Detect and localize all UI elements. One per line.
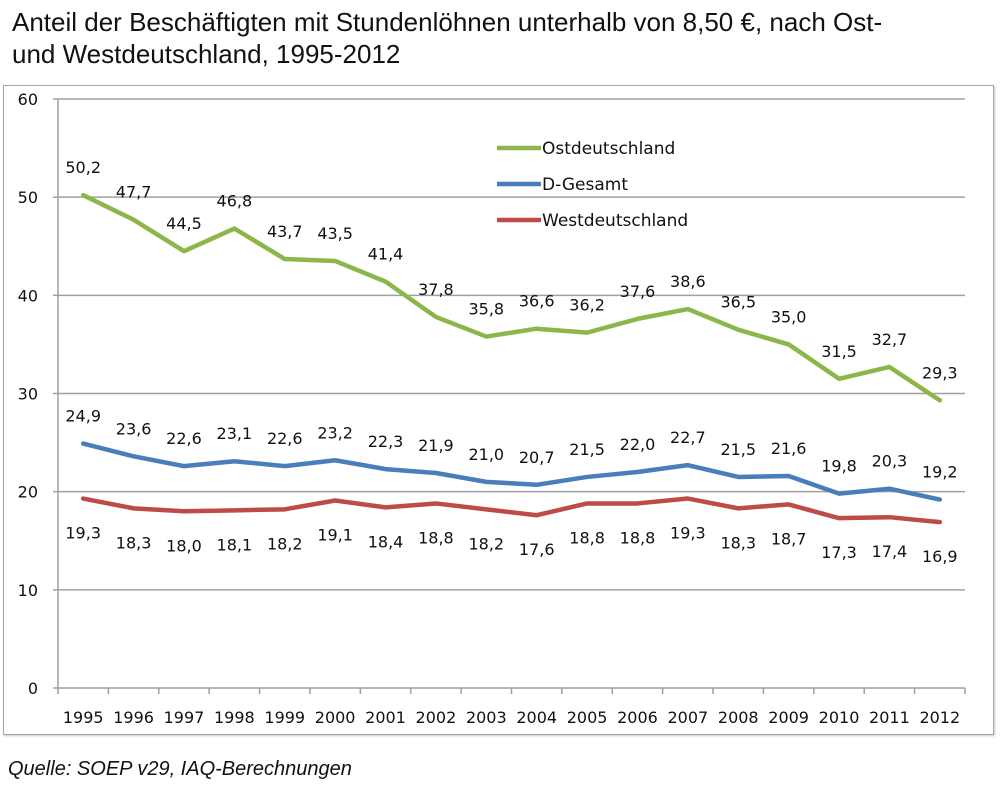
data-label: 29,3	[922, 363, 958, 382]
data-label: 37,6	[620, 282, 656, 301]
data-label: 37,8	[418, 280, 454, 299]
data-label: 21,5	[569, 440, 605, 459]
data-label: 36,2	[569, 296, 605, 315]
y-tick-label: 60	[18, 90, 38, 109]
data-label: 17,3	[821, 543, 857, 562]
x-tick-label: 2012	[919, 708, 960, 727]
data-label: 19,3	[65, 524, 101, 543]
series-line-d-gesamt	[80, 441, 943, 502]
x-tick-label: 2004	[516, 708, 557, 727]
x-tick-label: 2003	[466, 708, 507, 727]
data-label: 21,9	[418, 436, 454, 455]
data-label: 50,2	[65, 158, 101, 177]
x-tick-label: 2006	[617, 708, 658, 727]
data-label: 18,0	[166, 536, 202, 555]
data-label: 43,5	[317, 224, 353, 243]
data-label: 32,7	[872, 330, 908, 349]
data-label: 20,7	[519, 448, 555, 467]
legend-label: Ostdeutschland	[542, 139, 675, 159]
data-label: 22,0	[620, 435, 656, 454]
data-label: 16,9	[922, 547, 958, 566]
data-label: 18,2	[468, 534, 504, 553]
source-note: Quelle: SOEP v29, IAQ-Berechnungen	[8, 758, 352, 780]
data-label: 38,6	[670, 272, 706, 291]
data-label: 44,5	[166, 214, 202, 233]
x-tick-label: 2008	[718, 708, 759, 727]
chart-title-line-1: Anteil der Beschäftigten mit Stundenlöhn…	[12, 7, 883, 37]
y-tick-label: 40	[18, 286, 38, 305]
chart-frame	[3, 85, 994, 735]
data-label: 19,3	[670, 524, 706, 543]
gridlines	[58, 98, 965, 591]
data-label: 24,9	[65, 407, 101, 426]
x-tick-label: 2007	[668, 708, 709, 727]
data-label: 36,5	[720, 293, 756, 312]
data-label: 35,8	[468, 300, 504, 319]
y-tick-label: 30	[18, 385, 38, 404]
x-tick-label: 2002	[416, 708, 457, 727]
y-tick-label: 20	[18, 483, 38, 502]
legend-label: Westdeutschland	[542, 211, 688, 231]
x-tick-label: 1997	[164, 708, 205, 727]
x-tick-label: 2000	[315, 708, 356, 727]
data-label: 19,8	[821, 457, 857, 476]
series-line-ostdeutschland	[80, 192, 943, 403]
x-tick-label: 2001	[365, 708, 406, 727]
legend: Ostdeutschland D-Gesamt Westdeutschland	[497, 139, 688, 231]
data-label: 18,1	[217, 535, 253, 554]
data-label: 36,6	[519, 292, 555, 311]
data-label: 19,2	[922, 463, 958, 482]
data-label: 31,5	[821, 342, 857, 361]
x-tick-label: 2011	[869, 708, 910, 727]
data-label: 18,8	[569, 528, 605, 547]
data-label: 41,4	[368, 245, 404, 264]
x-tick-label: 2005	[567, 708, 608, 727]
axes: 0 10 20 30 40 50 60 1995 1996 1997 1998 1999 2000 200…	[18, 90, 966, 727]
data-label: 18,8	[418, 528, 454, 547]
data-label: 23,6	[116, 419, 152, 438]
data-label: 21,6	[771, 439, 807, 458]
data-label: 17,6	[519, 540, 555, 559]
series-lines	[80, 192, 943, 525]
data-label: 18,3	[720, 533, 756, 552]
data-label: 22,3	[368, 432, 404, 451]
data-label: 23,1	[217, 424, 253, 443]
data-label: 18,4	[368, 532, 404, 551]
data-label: 22,6	[267, 429, 303, 448]
legend-label: D-Gesamt	[542, 175, 628, 195]
data-label: 17,4	[872, 542, 908, 561]
data-label: 46,8	[217, 192, 253, 211]
data-label: 19,1	[317, 526, 353, 545]
chart-title: Anteil der Beschäftigten mit Stundenlöhn…	[12, 6, 992, 70]
x-tick-label: 2009	[768, 708, 809, 727]
data-label: 18,2	[267, 534, 303, 553]
data-label: 18,8	[620, 528, 656, 547]
y-tick-label: 10	[18, 581, 38, 600]
data-label: 43,7	[267, 222, 303, 241]
data-labels: 50,2 47,7 44,5 46,8 43,7 43,5 41,4 37,8 35,8 36,6…	[65, 158, 957, 566]
data-label: 23,2	[317, 423, 353, 442]
data-label: 22,6	[166, 429, 202, 448]
y-tick-label: 0	[28, 679, 38, 698]
x-tick-label: 1996	[113, 708, 154, 727]
x-tick-label: 1999	[264, 708, 305, 727]
y-tick-label: 50	[18, 188, 38, 207]
data-label: 21,5	[720, 440, 756, 459]
data-label: 18,7	[771, 529, 807, 548]
x-tick-label: 1995	[63, 708, 104, 727]
data-label: 22,7	[670, 428, 706, 447]
data-label: 47,7	[116, 183, 152, 202]
series-line-westdeutschland	[80, 496, 943, 525]
data-label: 21,0	[468, 445, 504, 464]
data-label: 20,3	[872, 452, 908, 471]
data-label: 35,0	[771, 307, 807, 326]
chart-title-line-2: und Westdeutschland, 1995-2012	[12, 39, 401, 69]
x-tick-label: 1998	[214, 708, 255, 727]
x-tick-label: 2010	[819, 708, 860, 727]
data-label: 18,3	[116, 533, 152, 552]
